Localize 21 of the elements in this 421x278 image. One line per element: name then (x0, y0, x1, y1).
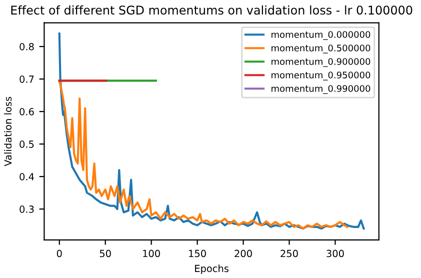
x-tick-label: 0 (56, 250, 62, 258)
legend-label: momentum_0.500000 (272, 44, 370, 54)
x-tick-label: 250 (280, 250, 298, 258)
legend-label: momentum_0.990000 (272, 85, 370, 94)
x-tick-label: 100 (143, 250, 160, 258)
y-tick-label: 0.4 (20, 173, 34, 180)
y-tick-label: 0.8 (20, 43, 34, 50)
legend-label: momentum_0.900000 (272, 58, 370, 67)
chart-title: Effect of different SGD momentums on validation loss - lr 0.100000 (11, 5, 412, 15)
legend-label: momentum_0.950000 (272, 72, 370, 80)
x-tick-label: 150 (189, 250, 206, 258)
y-axis-title: Validation loss (4, 96, 12, 166)
x-tick-label: 50 (100, 250, 111, 258)
x-axis-title: Epochs (195, 264, 228, 274)
y-tick-label: 0.7 (20, 76, 34, 83)
y-tick-label: 0.3 (20, 206, 34, 213)
x-tick-label: 200 (234, 250, 252, 258)
y-tick-label: 0.5 (20, 140, 34, 148)
y-tick-label: 0.6 (20, 108, 34, 116)
x-tick-label: 300 (326, 250, 344, 258)
legend-label: momentum_0.000000 (272, 31, 370, 40)
